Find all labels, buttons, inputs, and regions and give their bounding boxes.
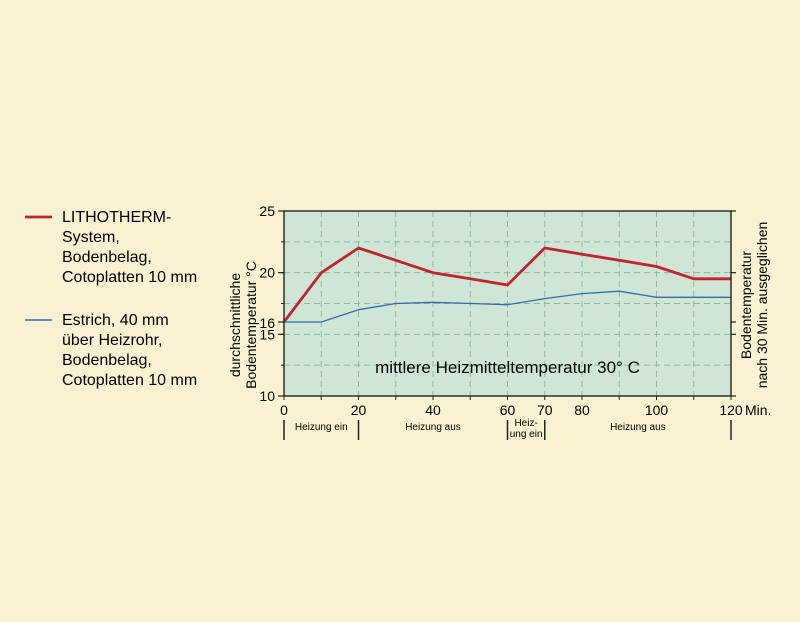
legend-entry-line: Cotoplatten 10 mm — [62, 372, 197, 389]
x-tick-label: 20 — [351, 402, 367, 418]
legend-entry-line: Cotoplatten 10 mm — [62, 269, 197, 286]
axis-label-line: Bodentemperatur °C — [243, 261, 259, 389]
x-tick-label: 60 — [500, 402, 516, 418]
x-tick-label: 100 — [645, 402, 669, 418]
series-line-1 — [282, 246, 731, 323]
series-group — [282, 246, 731, 323]
legend-entry-line: System, — [62, 229, 120, 246]
y2-axis-label: Bodentemperaturnach 30 Min. ausgeglichen — [738, 222, 770, 389]
grid — [284, 211, 731, 396]
series-line-2 — [284, 290, 731, 323]
y-axis-label: durchschnittlicheBodentemperatur °C — [227, 261, 259, 389]
x-tick-label: 70 — [537, 402, 553, 418]
phase-label: Heiz- — [514, 418, 537, 429]
axis-label-line: durchschnittliche — [227, 273, 243, 377]
phase-label: Heizung aus — [610, 422, 666, 433]
y-tick-label: 25 — [259, 203, 275, 219]
x-unit-label: Min. — [745, 402, 771, 418]
x-axis: 0 20 40 60 70 80 100 120 Min. — [280, 396, 771, 418]
phase-label: ung ein — [510, 429, 543, 440]
legend-entry-line: über Heizrohr, — [62, 332, 163, 349]
axis-label-line: Bodentemperatur — [738, 251, 754, 360]
phase-label: Heizung aus — [405, 422, 461, 433]
y-tick-label: 16 — [259, 315, 275, 331]
axis-label-line: nach 30 Min. ausgeglichen — [754, 222, 770, 389]
x-tick-label: 120 — [719, 402, 743, 418]
x-tick-label: 40 — [425, 402, 441, 418]
phase-markers: Heizung ein Heizung aus Heiz-ung ein Heizun… — [283, 418, 732, 440]
legend-entry-line: Estrich, 40 mm — [62, 312, 169, 329]
legend-entry-line: Bodenbelag, — [62, 352, 152, 369]
x-tick-label: 0 — [280, 402, 288, 418]
legend-entry-line: Bodenbelag, — [62, 249, 152, 266]
y-tick-label: 10 — [259, 388, 275, 404]
x-tick-label: 80 — [574, 402, 590, 418]
legend: LITHOTHERM- System, Bodenbelag, Cotoplatten… — [25, 209, 197, 389]
phase-label: Heizung ein — [295, 422, 348, 433]
legend-entry-line: LITHOTHERM- — [62, 209, 171, 226]
y-tick-label: 20 — [259, 265, 275, 281]
y-tick-label: 15 — [259, 326, 275, 342]
chart-annotation: mittlere Heizmitteltemperatur 30° C — [375, 358, 640, 377]
